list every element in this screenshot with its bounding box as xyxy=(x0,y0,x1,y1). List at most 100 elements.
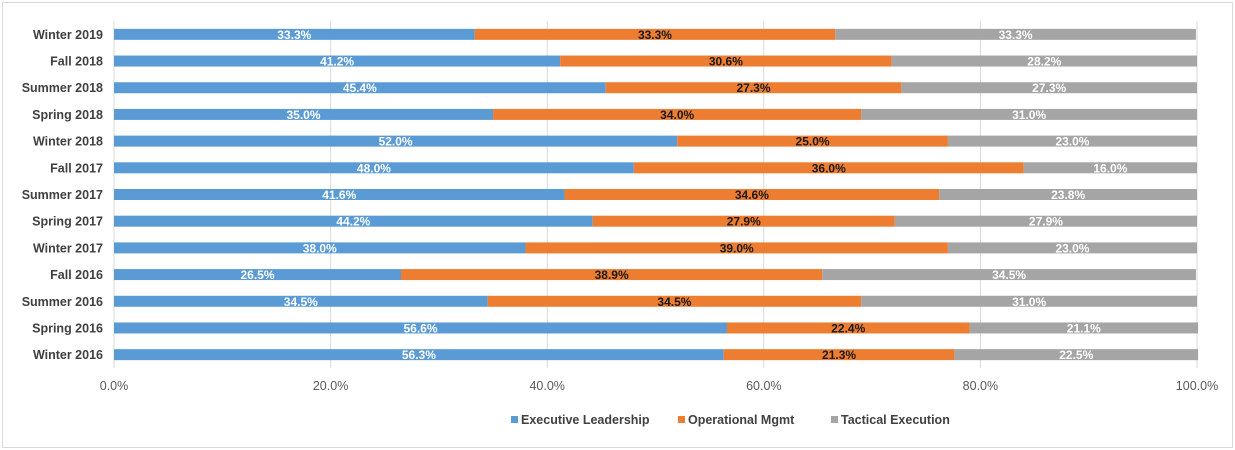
data-label: 48.0% xyxy=(357,161,391,175)
bar-executive-leadership xyxy=(114,215,593,227)
bar-executive-leadership xyxy=(114,269,401,281)
data-label: 27.9% xyxy=(1029,215,1063,229)
data-label: 34.5% xyxy=(992,268,1026,282)
data-label: 35.0% xyxy=(287,108,321,122)
data-label: 27.3% xyxy=(736,81,770,95)
bar-tactical-execution xyxy=(891,55,1197,67)
data-label: 33.3% xyxy=(638,28,672,42)
data-label: 41.6% xyxy=(322,188,356,202)
data-label: 39.0% xyxy=(720,241,754,255)
bar-tactical-execution xyxy=(901,82,1197,94)
x-tick-label: 0.0% xyxy=(100,379,129,393)
bar-executive-leadership xyxy=(114,242,526,254)
legend-swatch-tactical-execution xyxy=(831,416,838,423)
bar-operational-mgmt xyxy=(560,55,892,67)
legend-label-executive-leadership: Executive Leadership xyxy=(521,413,650,427)
bar-tactical-execution xyxy=(947,135,1197,147)
bar-executive-leadership xyxy=(114,108,494,120)
category-label: Fall 2017 xyxy=(50,161,103,175)
data-label: 56.3% xyxy=(402,348,436,362)
data-label: 56.6% xyxy=(403,321,437,335)
bar-tactical-execution xyxy=(1023,162,1197,174)
category-label: Winter 2019 xyxy=(33,28,103,42)
bar-operational-mgmt xyxy=(474,28,836,40)
data-label: 21.1% xyxy=(1067,321,1101,335)
category-label: Fall 2018 xyxy=(50,55,103,69)
data-label: 27.3% xyxy=(1032,81,1066,95)
x-tick-label: 40.0% xyxy=(529,379,564,393)
bar-executive-leadership xyxy=(114,55,561,67)
bar-executive-leadership xyxy=(114,162,634,174)
bar-operational-mgmt xyxy=(605,82,902,94)
data-label: 41.2% xyxy=(320,55,354,69)
legend-swatch-operational-mgmt xyxy=(678,416,685,423)
data-label: 31.0% xyxy=(1012,108,1046,122)
category-label: Summer 2018 xyxy=(22,81,103,95)
data-label: 23.0% xyxy=(1055,135,1089,149)
bar-executive-leadership xyxy=(114,135,678,147)
data-label: 31.0% xyxy=(1012,295,1046,309)
bar-operational-mgmt xyxy=(487,295,862,307)
data-label: 22.4% xyxy=(831,321,865,335)
data-label: 36.0% xyxy=(812,161,846,175)
bar-executive-leadership xyxy=(114,82,606,94)
category-label: Fall 2016 xyxy=(50,268,103,282)
data-label: 23.8% xyxy=(1051,188,1085,202)
x-tick-label: 60.0% xyxy=(746,379,781,393)
category-label: Spring 2016 xyxy=(32,321,103,335)
bar-operational-mgmt xyxy=(564,189,940,200)
bar-executive-leadership xyxy=(114,189,565,200)
legend-label-operational-mgmt: Operational Mgmt xyxy=(688,413,795,427)
bar-tactical-execution xyxy=(947,242,1197,254)
data-label: 52.0% xyxy=(379,135,413,149)
bar-operational-mgmt xyxy=(726,322,970,334)
bar-operational-mgmt xyxy=(493,108,862,120)
category-label: Spring 2017 xyxy=(32,215,103,229)
data-label: 34.0% xyxy=(660,108,694,122)
bar-executive-leadership xyxy=(114,295,488,307)
category-label: Winter 2017 xyxy=(33,241,103,255)
data-label: 16.0% xyxy=(1093,161,1127,175)
bar-operational-mgmt xyxy=(677,135,948,147)
bar-operational-mgmt xyxy=(400,269,823,281)
x-tick-label: 20.0% xyxy=(313,379,348,393)
data-label: 44.2% xyxy=(336,215,370,229)
x-tick-label: 80.0% xyxy=(963,379,998,393)
data-label: 28.2% xyxy=(1027,55,1061,69)
x-tick-label: 100.0% xyxy=(1176,379,1218,393)
bar-tactical-execution xyxy=(969,322,1199,334)
category-label: Winter 2018 xyxy=(33,135,103,149)
bar-operational-mgmt xyxy=(592,215,895,227)
category-label: Summer 2017 xyxy=(22,188,103,202)
bar-tactical-execution xyxy=(939,189,1197,200)
category-label: Spring 2018 xyxy=(32,108,103,122)
data-label: 26.5% xyxy=(240,268,274,282)
bar-operational-mgmt xyxy=(723,349,955,361)
legend-label-tactical-execution: Tactical Execution xyxy=(841,413,950,427)
category-label: Winter 2016 xyxy=(33,348,103,362)
data-label: 34.6% xyxy=(735,188,769,202)
bar-executive-leadership xyxy=(114,349,724,361)
data-label: 21.3% xyxy=(822,348,856,362)
bar-operational-mgmt xyxy=(525,242,948,254)
bar-operational-mgmt xyxy=(633,162,1024,174)
data-label: 33.3% xyxy=(999,28,1033,42)
data-label: 30.6% xyxy=(709,55,743,69)
data-label: 38.0% xyxy=(303,241,337,255)
data-label: 45.4% xyxy=(343,81,377,95)
data-label: 33.3% xyxy=(277,28,311,42)
legend-swatch-executive-leadership xyxy=(511,416,518,423)
data-label: 23.0% xyxy=(1055,241,1089,255)
data-label: 22.5% xyxy=(1059,348,1093,362)
bar-executive-leadership xyxy=(114,322,727,334)
data-label: 27.9% xyxy=(727,215,761,229)
bar-tactical-execution xyxy=(894,215,1197,227)
bar-tactical-execution xyxy=(861,108,1197,120)
bar-tactical-execution xyxy=(954,349,1199,361)
bar-tactical-execution xyxy=(861,295,1197,307)
bar-tactical-execution xyxy=(835,28,1196,40)
data-label: 34.5% xyxy=(284,295,318,309)
bar-executive-leadership xyxy=(114,28,475,40)
category-label: Summer 2016 xyxy=(22,295,103,309)
